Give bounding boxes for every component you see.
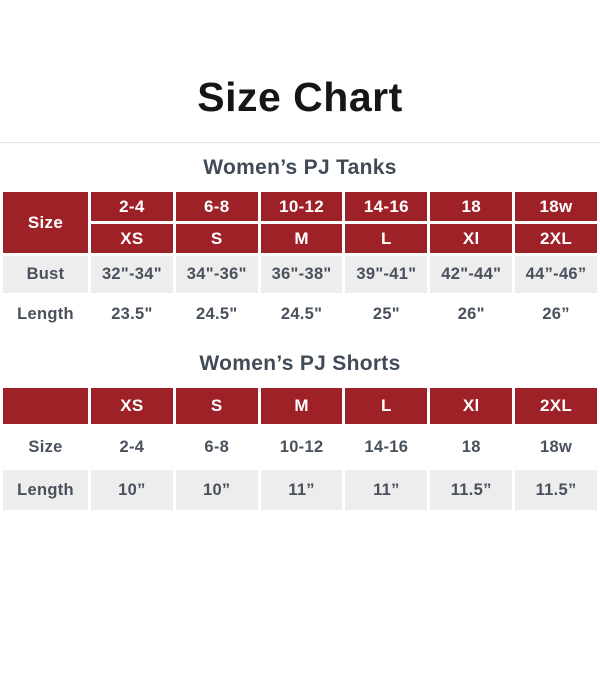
shorts-size-row: Size 2-4 6-8 10-12 14-16 18 18w [0, 424, 600, 471]
tanks-length-cell: 24.5" [257, 293, 346, 337]
shorts-size-table: XS S M L Xl 2XL Size 2-4 6-8 10-12 14-16… [0, 385, 600, 514]
tanks-size-header: 14-16 [342, 189, 431, 225]
tanks-size-header: 18w [512, 189, 600, 225]
shorts-size-cell: 6-8 [172, 424, 261, 471]
shorts-length-cell: 11” [342, 467, 431, 514]
tanks-bust-cell: 32"-34" [88, 253, 176, 297]
tanks-length-label: Length [0, 293, 91, 337]
tanks-letter-header: Xl [427, 221, 516, 257]
tanks-bust-label: Bust [0, 253, 91, 297]
shorts-size-cell: 14-16 [342, 424, 431, 471]
tanks-bust-cell: 34"-36" [172, 253, 261, 297]
tanks-length-cell: 25" [342, 293, 431, 337]
shorts-length-cell: 11.5” [427, 467, 516, 514]
shorts-length-cell: 10” [172, 467, 261, 514]
shorts-letter-header: M [257, 385, 346, 428]
shorts-size-cell: 18 [427, 424, 516, 471]
tanks-bust-cell: 44”-46” [512, 253, 600, 297]
tanks-length-cell: 26” [512, 293, 600, 337]
tanks-size-header: 6-8 [172, 189, 261, 225]
shorts-size-cell: 18w [512, 424, 600, 471]
shorts-letter-header: 2XL [512, 385, 600, 428]
shorts-size-cell: 10-12 [257, 424, 346, 471]
shorts-subtitle: Women’s PJ Shorts [199, 352, 401, 376]
tanks-letter-header: S [172, 221, 261, 257]
tanks-length-cell: 23.5" [88, 293, 176, 337]
tanks-length-cell: 24.5" [172, 293, 261, 337]
shorts-size-label: Size [0, 424, 91, 471]
tanks-header-row-sizes: Size 2-4 6-8 10-12 14-16 18 18w [0, 189, 600, 257]
tanks-letter-header: XS [88, 221, 176, 257]
tanks-letter-header: 2XL [512, 221, 600, 257]
shorts-letter-header: L [342, 385, 431, 428]
shorts-length-cell: 11” [257, 467, 346, 514]
tanks-bust-cell: 42"-44" [427, 253, 516, 297]
tanks-subtitle: Women’s PJ Tanks [203, 156, 397, 180]
tanks-bust-cell: 39"-41" [342, 253, 431, 297]
tanks-letter-header: L [342, 221, 431, 257]
tanks-size-header: 10-12 [257, 189, 346, 225]
size-chart-page: Size Chart Women’s PJ Tanks Size 2-4 6-8… [0, 74, 600, 676]
tanks-size-header: 2-4 [88, 189, 176, 225]
shorts-size-cell: 2-4 [88, 424, 176, 471]
shorts-header-row: XS S M L Xl 2XL [0, 385, 600, 428]
shorts-letter-header: S [172, 385, 261, 428]
shorts-length-label: Length [0, 467, 91, 514]
shorts-letter-header: XS [88, 385, 176, 428]
tanks-bust-row: Bust 32"-34" 34"-36" 36"-38" 39"-41" 42"… [0, 253, 600, 297]
page-title: Size Chart [197, 74, 403, 120]
shorts-length-row: Length 10” 10” 11” 11” 11.5” 11.5” [0, 467, 600, 514]
tanks-header-row-letters: XS S M L Xl 2XL [2, 221, 600, 257]
shorts-corner-header [0, 385, 91, 428]
tanks-size-header: 18 [427, 189, 516, 225]
tanks-size-table: Size 2-4 6-8 10-12 14-16 18 18w XS S M L… [0, 189, 600, 337]
tanks-letter-header: M [257, 221, 346, 257]
tanks-length-row: Length 23.5" 24.5" 24.5" 25" 26" 26” [0, 293, 600, 337]
shorts-letter-header: Xl [427, 385, 516, 428]
tanks-corner-header: Size [0, 189, 91, 257]
tanks-length-cell: 26" [427, 293, 516, 337]
shorts-length-cell: 11.5” [512, 467, 600, 514]
tanks-bust-cell: 36"-38" [257, 253, 346, 297]
divider-line [0, 142, 600, 144]
shorts-length-cell: 10” [88, 467, 176, 514]
